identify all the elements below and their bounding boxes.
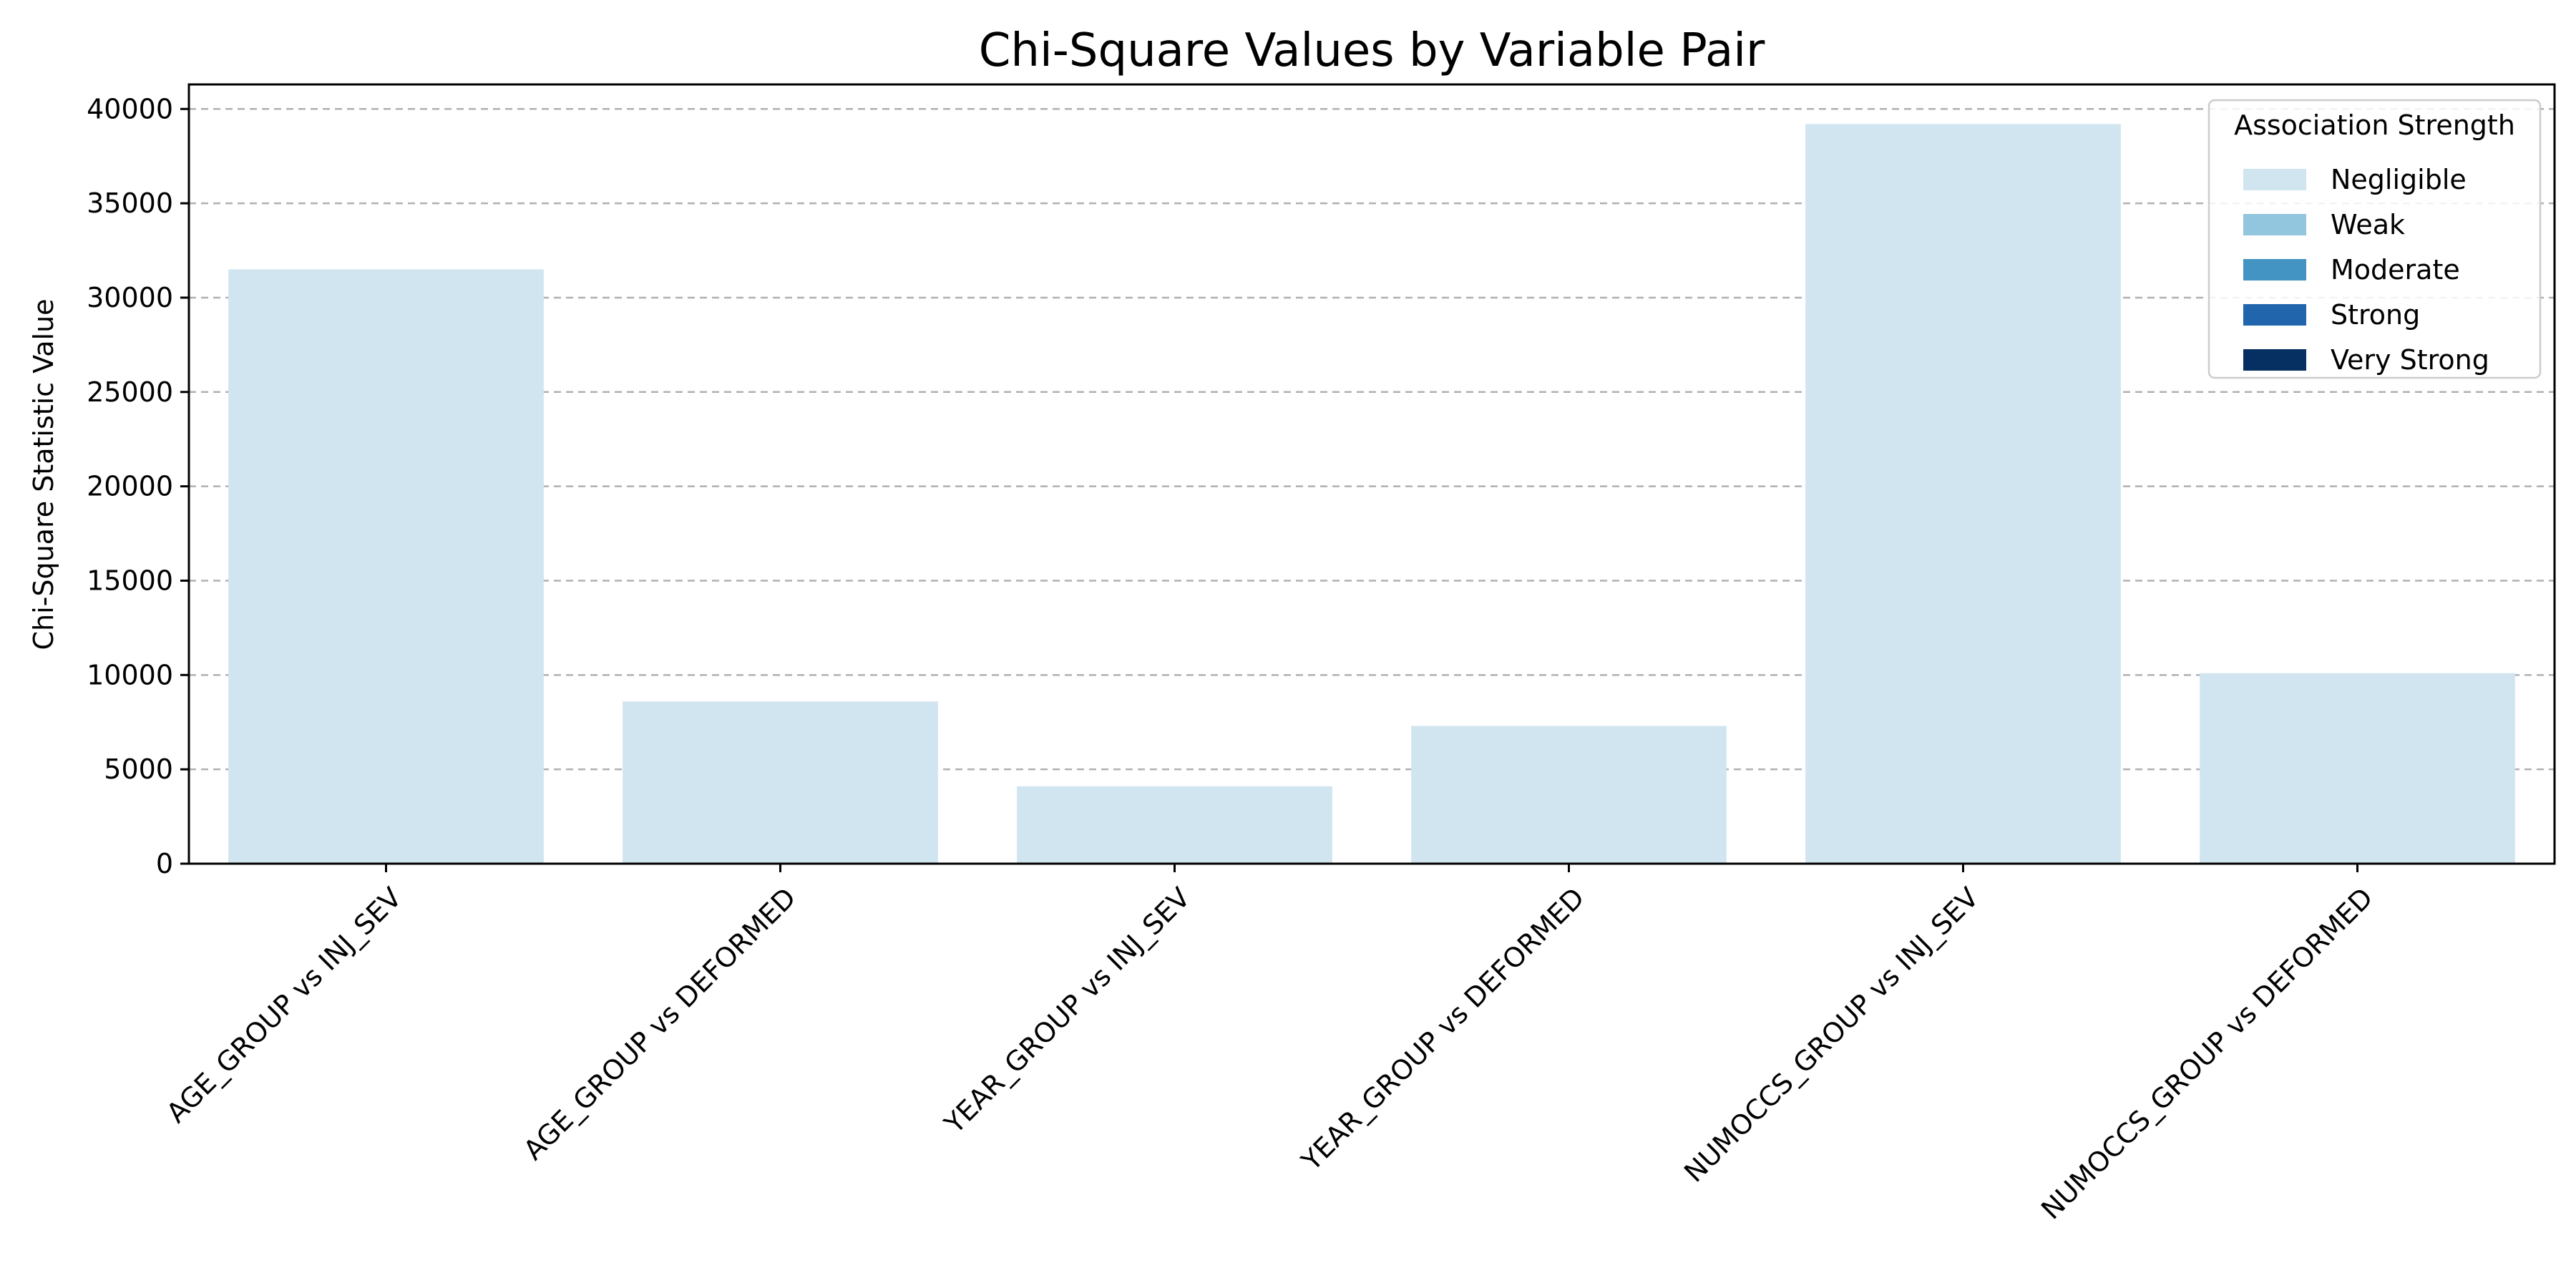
- y-tick-label: 5000: [104, 753, 173, 785]
- bars: [228, 124, 2515, 864]
- x-tick-label: NUMOCCS_GROUP vs INJ_SEV: [1678, 882, 1985, 1189]
- legend-swatch: [2243, 214, 2306, 235]
- x-ticks: AGE_GROUP vs INJ_SEV AGE_GROUP vs DEFORME…: [160, 864, 2379, 1226]
- plot-frame: [187, 83, 2556, 865]
- y-tick-label: 30000: [87, 282, 173, 313]
- axes: [187, 83, 2556, 865]
- legend-label: Very Strong: [2331, 344, 2489, 376]
- grid-lines: [189, 108, 2555, 865]
- y-tick-label: 35000: [87, 187, 173, 219]
- bar-4: [1411, 726, 1727, 864]
- legend-title: Association Strength: [2234, 109, 2515, 141]
- x-tick-label: AGE_GROUP vs INJ_SEV: [160, 882, 408, 1129]
- y-tick-label: 40000: [87, 93, 173, 125]
- y-axis-label: Chi-Square Statistic Value: [28, 298, 59, 650]
- bar-5: [1805, 124, 2121, 864]
- y-ticks: 0 5000 10000 15000 20000 25000 30000 35000 40000: [87, 93, 189, 879]
- bar-2: [623, 701, 938, 864]
- legend-swatch: [2243, 259, 2306, 280]
- legend-swatch: [2243, 349, 2306, 371]
- legend-swatch: [2243, 169, 2306, 190]
- legend-swatch: [2243, 304, 2306, 326]
- x-tick-label: YEAR_GROUP vs DEFORMED: [1295, 882, 1591, 1177]
- bar-3: [1017, 786, 1332, 864]
- legend-label: Strong: [2331, 299, 2420, 331]
- bar-1: [228, 269, 544, 864]
- y-tick-label: 20000: [87, 471, 173, 502]
- legend-label: Negligible: [2331, 164, 2467, 195]
- y-tick-label: 0: [156, 848, 173, 879]
- x-tick-label: NUMOCCS_GROUP vs DEFORMED: [2035, 882, 2379, 1226]
- bar-6: [2200, 673, 2515, 864]
- y-tick-label: 15000: [87, 565, 173, 596]
- x-tick-label: AGE_GROUP vs DEFORMED: [517, 882, 802, 1166]
- legend-label: Moderate: [2331, 254, 2460, 286]
- legend-label: Weak: [2331, 209, 2405, 240]
- chart-title: Chi-Square Values by Variable Pair: [979, 24, 1765, 77]
- x-tick-label: YEAR_GROUP vs INJ_SEV: [938, 882, 1196, 1140]
- y-tick-label: 10000: [87, 659, 173, 691]
- y-tick-label: 25000: [87, 376, 173, 408]
- legend: Association Strength Negligible Weak Modera…: [2207, 99, 2542, 379]
